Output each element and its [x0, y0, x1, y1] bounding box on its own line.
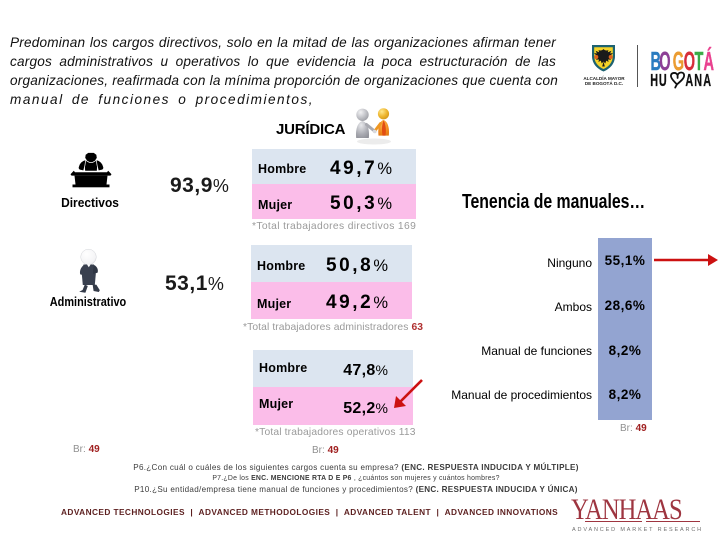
svg-text:G: G [673, 48, 684, 76]
svg-text:H: H [650, 71, 658, 90]
svg-text:O: O [684, 48, 695, 76]
svg-text:O: O [659, 48, 670, 76]
svg-text:B: B [651, 48, 662, 76]
svg-text:N: N [694, 71, 702, 90]
svg-text:Á: Á [704, 48, 715, 76]
svg-text:A: A [703, 71, 711, 90]
svg-text:A: A [685, 71, 693, 90]
svg-text:T: T [695, 48, 704, 76]
svg-text:U: U [659, 71, 667, 90]
